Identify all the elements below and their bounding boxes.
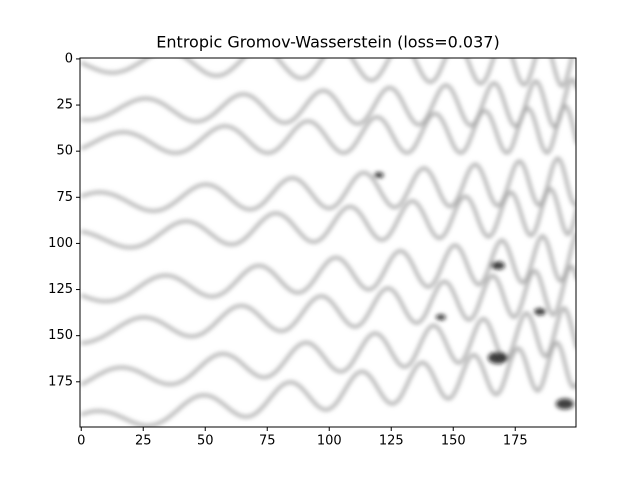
- texture-spot: [487, 351, 508, 364]
- x-tick-label: 75: [259, 434, 276, 449]
- texture-spot: [373, 172, 384, 179]
- x-tick-label: 0: [77, 434, 85, 449]
- texture-spot: [534, 308, 547, 316]
- x-tick-label: 150: [441, 434, 466, 449]
- x-tick-label: 100: [317, 434, 342, 449]
- x-tick-label: 50: [197, 434, 214, 449]
- texture-curve: [80, 155, 576, 213]
- heatmap-image: [80, 58, 576, 427]
- y-tick-label: 75: [56, 190, 73, 205]
- x-tick-label: 25: [135, 434, 152, 449]
- y-tick-label: 150: [48, 328, 73, 343]
- texture-curve: [81, 76, 576, 130]
- y-tick-label: 50: [56, 144, 73, 159]
- texture-curve: [80, 103, 576, 156]
- texture-curve: [80, 186, 576, 250]
- texture-spot: [555, 398, 574, 410]
- texture-curve: [80, 340, 576, 427]
- texture-spot: [490, 261, 505, 270]
- chart-title: Entropic Gromov-Wasserstein (loss=0.037): [156, 33, 499, 52]
- texture-spot: [435, 314, 446, 321]
- y-tick-label: 125: [48, 282, 73, 297]
- y-tick-label: 100: [48, 236, 73, 251]
- y-tick-label: 25: [56, 98, 73, 113]
- y-tick-label: 175: [48, 374, 73, 389]
- texture-curve: [80, 231, 576, 304]
- x-tick-label: 175: [503, 434, 528, 449]
- axes-frame: [79, 57, 577, 428]
- x-tick-label: 125: [379, 434, 404, 449]
- y-tick-label: 0: [65, 51, 73, 66]
- texture-curve: [80, 306, 576, 387]
- texture-curve: [81, 264, 576, 345]
- image-texture: [80, 58, 576, 427]
